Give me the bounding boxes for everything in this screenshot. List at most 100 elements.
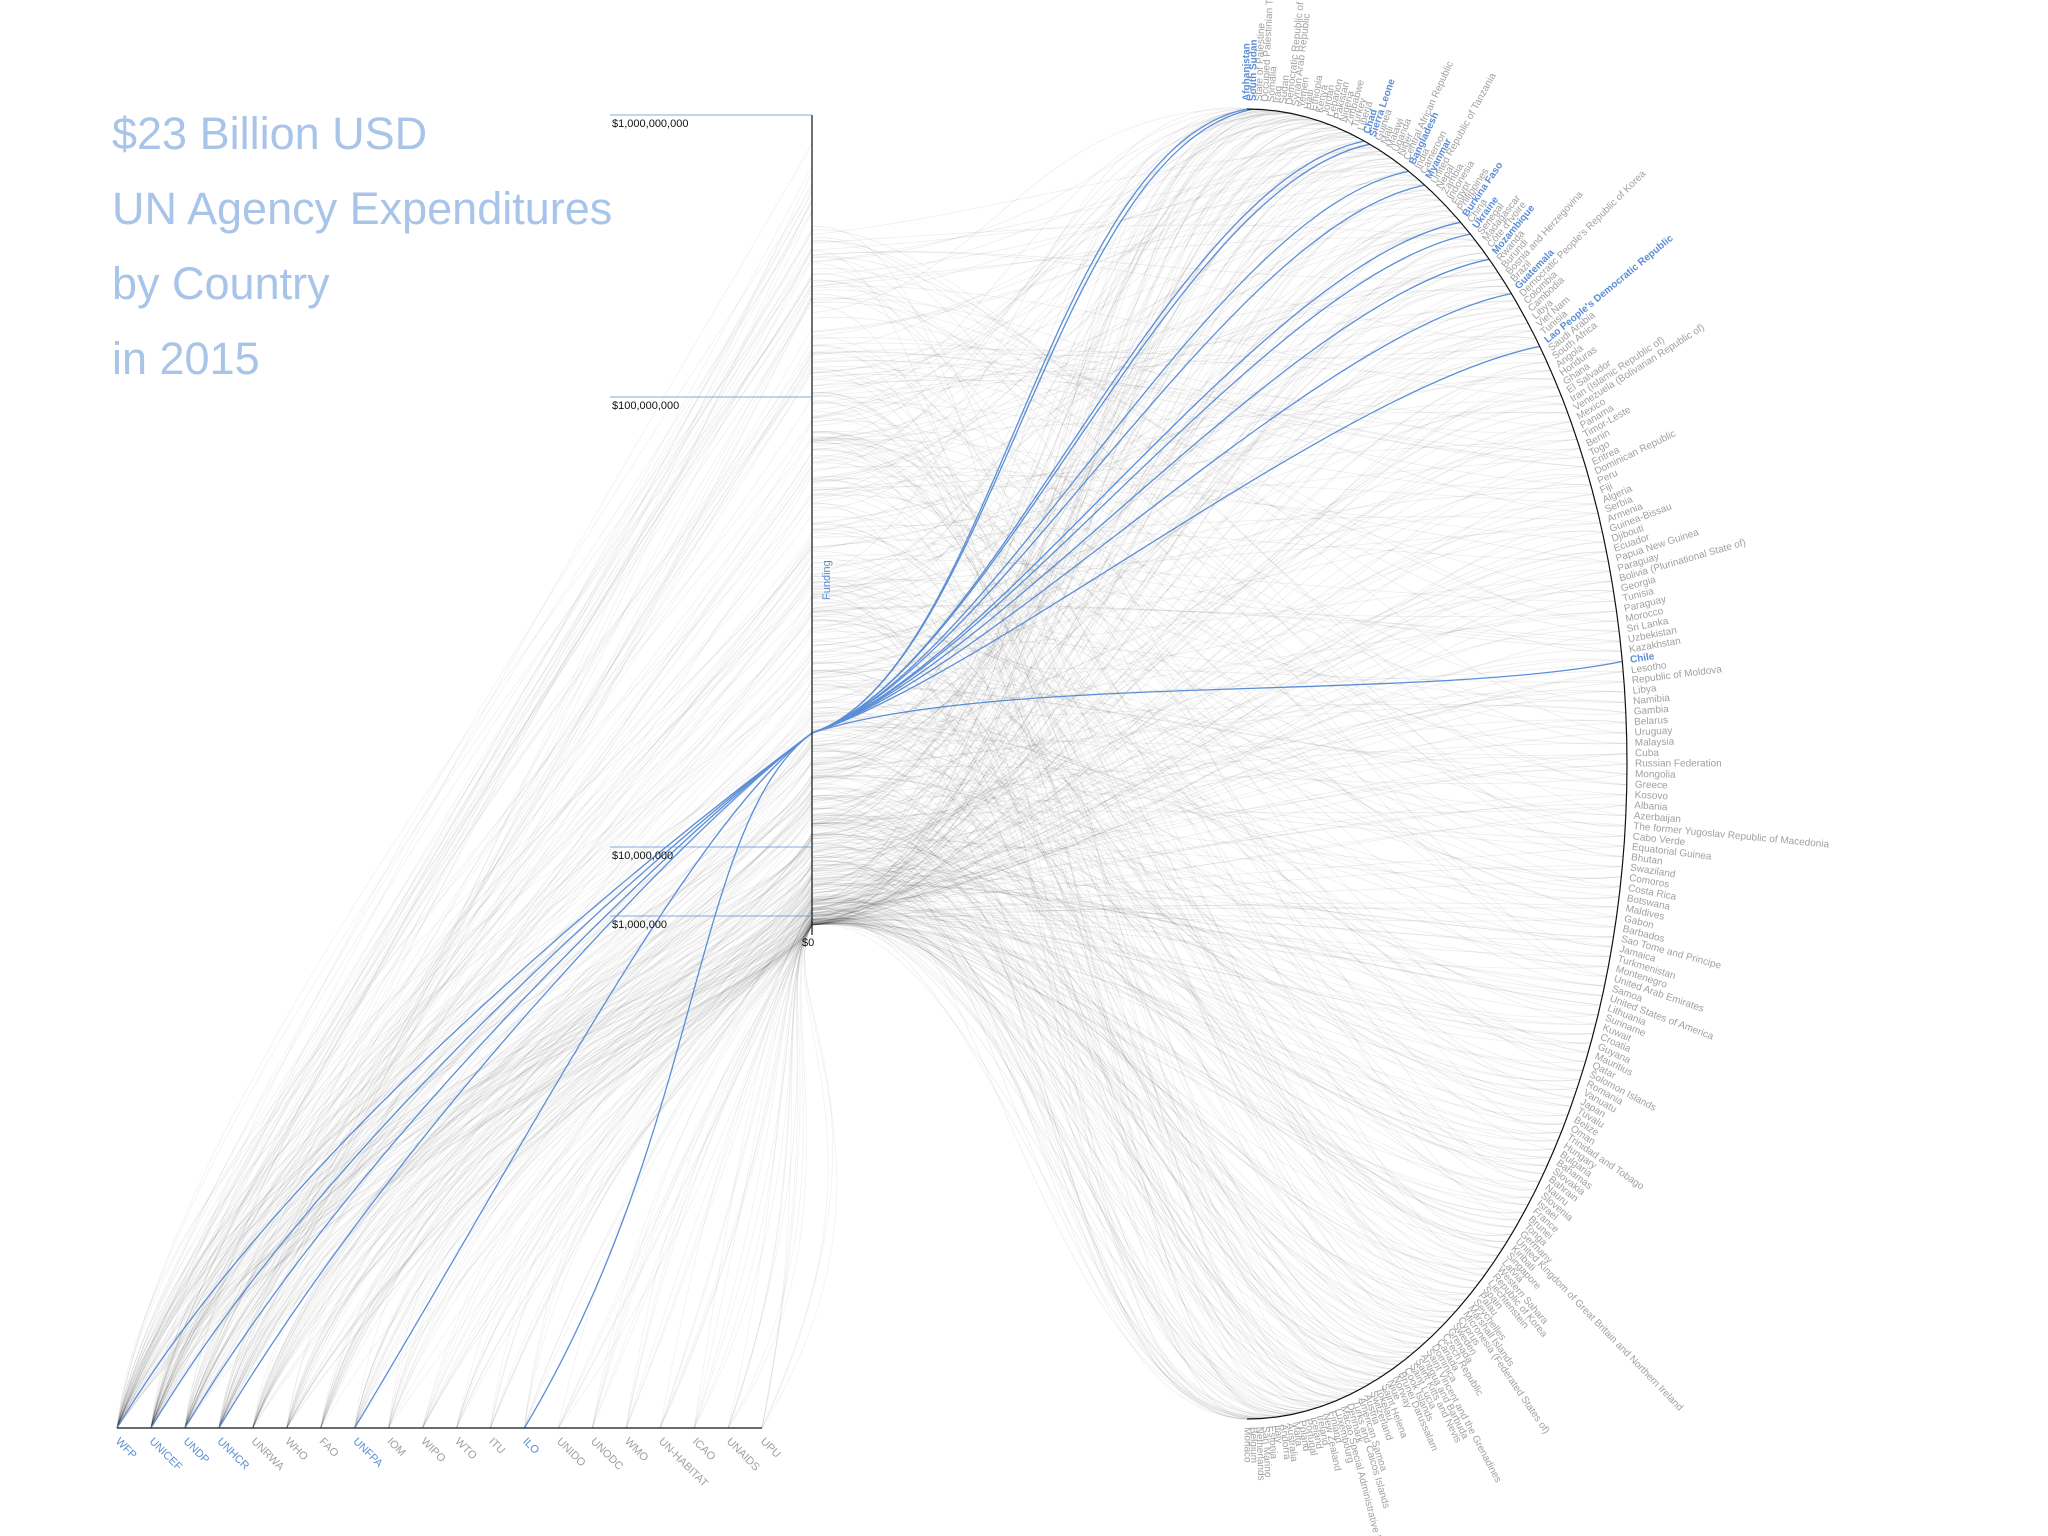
country-link	[811, 150, 1382, 926]
country-link	[811, 716, 1601, 1006]
country-link	[811, 794, 1627, 909]
country-link	[811, 909, 1617, 922]
agency-link	[252, 759, 813, 1429]
country-link	[811, 385, 1558, 926]
country-link	[811, 756, 1628, 825]
country-link	[811, 923, 1348, 1397]
country-link	[811, 594, 1431, 1339]
agency-link	[252, 801, 813, 1429]
country-link	[811, 896, 1494, 1263]
country-link	[811, 352, 1544, 805]
country-link	[811, 847, 1586, 1063]
agency-link	[252, 698, 813, 1429]
country-link	[811, 765, 1628, 784]
country-link	[811, 911, 1471, 1295]
country-label: Uruguay	[1634, 726, 1672, 739]
agency-link	[150, 920, 813, 1429]
country-link	[811, 143, 1371, 852]
agency-link	[150, 861, 813, 1429]
country-link	[811, 257, 1342, 1399]
country-link	[811, 814, 1572, 1107]
country-link	[811, 685, 1520, 1221]
country-link	[811, 175, 1415, 251]
country-link	[811, 591, 1591, 1044]
agency-link	[320, 887, 813, 1429]
agency-link	[286, 851, 813, 1429]
country-link	[811, 350, 1586, 467]
agency-link	[354, 899, 813, 1429]
agency-link	[116, 353, 813, 1429]
country-label: Lesotho	[1630, 660, 1667, 676]
country-link	[811, 336, 1581, 450]
country-label: Monaco	[1241, 1427, 1252, 1463]
agency-link	[354, 875, 813, 1429]
country-link	[811, 901, 1614, 940]
country-link	[811, 289, 1627, 734]
agency-link	[150, 284, 813, 1429]
country-link	[811, 610, 1617, 723]
country-link	[811, 436, 1461, 1307]
country-link	[811, 753, 1628, 894]
country-link	[811, 221, 1461, 786]
country-link	[811, 143, 1371, 898]
country-link	[811, 116, 1307, 882]
country-link	[811, 917, 1348, 1397]
agency-link	[693, 913, 813, 1429]
agency-link	[218, 287, 813, 1429]
country-link	[811, 879, 1601, 1006]
agency-link	[116, 761, 813, 1429]
funding-tick-labels: Funding $1,000,000,000 $100,000,000 $10,000…	[610, 114, 833, 949]
country-label: Belarus	[1634, 715, 1669, 728]
country-label: Albania	[1634, 800, 1668, 813]
country-link	[811, 362, 1548, 530]
country-link	[811, 268, 1622, 652]
agency-link	[388, 922, 813, 1429]
country-link	[811, 170, 1409, 926]
agency-label: UNFPA	[350, 1436, 385, 1471]
country-link	[811, 832, 1354, 1394]
country-link	[811, 138, 1365, 423]
country-link	[811, 589, 1494, 1263]
country-link	[811, 774, 1578, 1089]
agency-link	[388, 889, 813, 1429]
country-link	[811, 918, 1581, 1082]
agency-link	[150, 885, 813, 1429]
agency-link	[320, 805, 813, 1429]
agency-link	[150, 732, 813, 1429]
country-link	[811, 863, 1551, 1160]
agency-link	[116, 762, 813, 1429]
country-link	[811, 134, 1354, 427]
agency-link	[252, 809, 813, 1429]
agency-link	[116, 656, 813, 1429]
country-link	[811, 118, 1313, 396]
agency-link	[116, 838, 813, 1429]
country-link	[811, 322, 1529, 404]
country-link	[811, 474, 1589, 918]
country-link	[811, 158, 1393, 830]
agency-link	[184, 679, 813, 1429]
agency-link	[252, 796, 813, 1429]
country-link	[811, 900, 1471, 1295]
country-link	[811, 910, 1544, 1174]
country-label: Yemen	[1296, 76, 1311, 108]
country-label: Azerbaijan	[1633, 811, 1681, 826]
agency-link	[286, 823, 813, 1429]
agency-link	[218, 884, 813, 1429]
country-link	[811, 129, 1342, 500]
agency-link	[320, 845, 813, 1429]
agency-link	[116, 819, 813, 1429]
agency-link	[761, 916, 813, 1429]
agency-link	[693, 923, 813, 1429]
agency-link	[116, 363, 813, 1429]
country-link	[811, 530, 1603, 782]
country-link	[811, 921, 1359, 1391]
agency-link	[218, 798, 813, 1429]
country-link	[811, 750, 1540, 1182]
country-link	[811, 140, 1365, 816]
agency-link	[286, 914, 813, 1429]
agency-link	[150, 232, 813, 1429]
agency-link	[354, 923, 813, 1429]
agency-link	[150, 259, 813, 1429]
country-link	[811, 662, 1494, 1263]
agency-link	[218, 837, 813, 1429]
